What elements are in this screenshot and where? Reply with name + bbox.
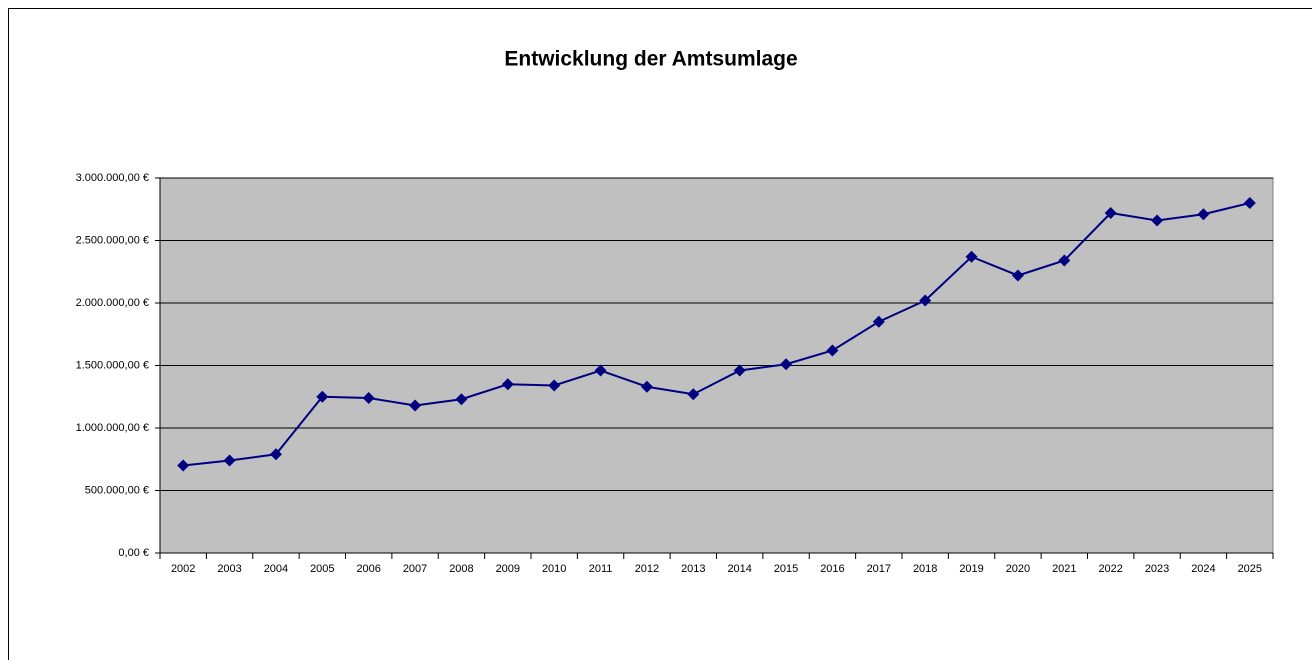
data-point [223,454,236,467]
data-point [1104,207,1117,219]
chart-title: Entwicklung der Amtsumlage [504,48,797,71]
x-tick-label: 2002 [171,563,195,575]
data-point [640,380,653,393]
x-tick-label: 2018 [913,563,937,575]
x-tick-label: 2006 [356,563,380,575]
x-tick-label: 2009 [496,563,520,575]
x-tick-label: 2003 [217,563,241,575]
data-point [1058,254,1071,267]
data-point [1011,269,1024,282]
y-tick-label: 2.500.000,00 € [76,234,149,246]
x-tick-label: 2022 [1098,563,1122,575]
x-tick-label: 2020 [1006,563,1030,575]
y-tick-label: 1.500.000,00 € [76,359,149,371]
x-tick-label: 2010 [542,563,566,575]
x-tick-label: 2016 [820,563,844,575]
x-tick-label: 2015 [774,563,798,575]
x-tick-label: 2013 [681,563,705,575]
y-tick-label: 3.000.000,00 € [76,172,149,184]
y-tick-label: 2.000.000,00 € [76,297,149,309]
data-point [501,378,514,391]
x-tick-label: 2024 [1191,563,1215,575]
x-tick-label: 2021 [1052,563,1076,575]
data-point [269,448,282,461]
y-tick-label: 0,00 € [118,547,149,559]
data-point [826,344,839,357]
x-tick-label: 2023 [1145,563,1169,575]
x-tick-label: 2011 [589,563,613,575]
x-tick-label: 2007 [403,563,427,575]
data-point [316,390,329,403]
data-point [594,364,607,377]
x-tick-label: 2012 [635,563,659,575]
y-tick-label: 500.000,00 € [85,484,149,496]
data-point [1197,208,1210,221]
data-point [1151,214,1164,227]
data-point [872,315,885,328]
data-point [1243,197,1256,209]
data-point [965,250,978,263]
x-tick-label: 2008 [449,563,473,575]
data-point [548,379,561,392]
x-tick-label: 2004 [264,563,288,575]
data-point [919,294,932,307]
x-tick-label: 2005 [310,563,334,575]
y-tick-label: 1.000.000,00 € [76,422,149,434]
data-point [455,393,468,406]
x-tick-label: 2025 [1238,563,1262,575]
x-tick-label: 2019 [959,563,983,575]
series-line [183,202,1251,467]
data-point [362,392,375,404]
x-tick-label: 2017 [867,563,891,575]
data-point [733,364,746,377]
x-tick-label: 2014 [727,563,751,575]
data-point [409,399,422,412]
data-point [177,459,190,472]
data-point [687,388,700,401]
data-point [780,358,793,371]
